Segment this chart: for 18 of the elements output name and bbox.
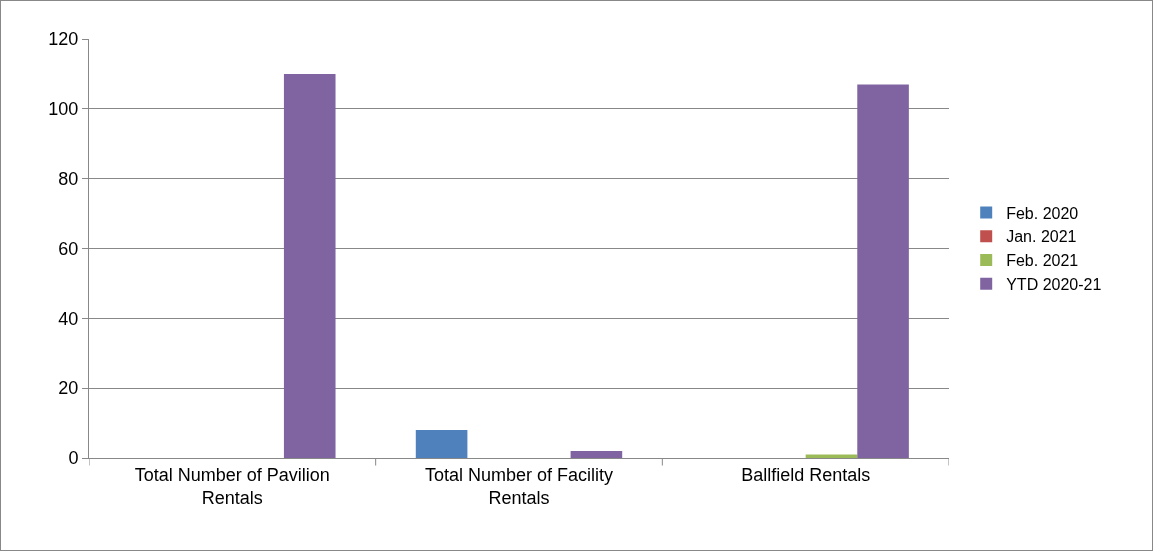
y-tick-label: 80 bbox=[58, 168, 79, 189]
y-tick-label: 20 bbox=[58, 378, 79, 399]
legend-label: Feb. 2020 bbox=[1006, 204, 1079, 222]
x-tick-label: Ballfield Rentals bbox=[741, 464, 871, 485]
y-tick-label: 0 bbox=[68, 448, 79, 469]
bar bbox=[283, 73, 336, 458]
x-tick-label: Total Number of Pavilion Rentals bbox=[134, 464, 330, 508]
y-tick-label: 60 bbox=[58, 238, 79, 259]
legend-label: Jan. 2021 bbox=[1006, 228, 1077, 246]
y-tick-label: 120 bbox=[48, 29, 79, 50]
y-tick-label: 40 bbox=[58, 308, 79, 329]
legend-label: Feb. 2021 bbox=[1006, 252, 1079, 270]
legend-label: YTD 2020-21 bbox=[1006, 276, 1102, 294]
x-tick-label: Total Number of Facility Rentals bbox=[424, 464, 614, 508]
y-tick-label: 100 bbox=[48, 99, 79, 120]
bar bbox=[415, 430, 468, 458]
bar bbox=[570, 451, 623, 458]
bar bbox=[857, 84, 909, 458]
